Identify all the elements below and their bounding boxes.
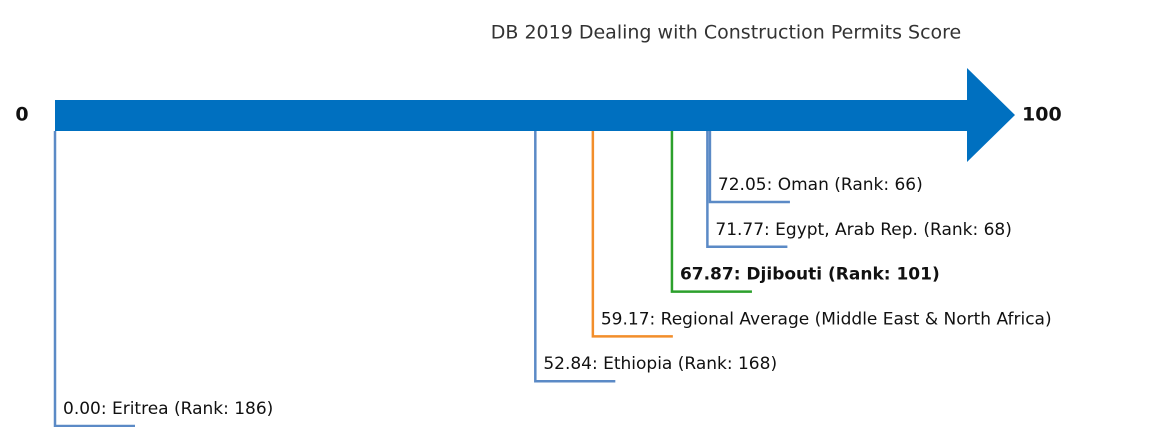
marker-line [708,131,790,204]
value-label: 0.00: Eritrea (Rank: 186) [63,399,273,419]
marker-line [534,131,616,383]
marker-line [706,131,788,249]
chart-title: DB 2019 Dealing with Construction Permit… [491,22,961,44]
x-tick-label: 100 [1022,104,1062,126]
marker-line [591,131,673,338]
x-tick-label: 0 [15,104,28,126]
value-label: 59.17: Regional Average (Middle East & N… [601,309,1052,329]
value-label: 67.87: Djibouti (Rank: 101) [680,265,940,285]
axis-arrow [55,68,1015,162]
value-label: 52.84: Ethiopia (Rank: 168) [543,354,777,374]
value-label: 71.77: Egypt, Arab Rep. (Rank: 68) [715,220,1012,240]
marker-line [670,131,752,293]
marker-line [53,131,135,427]
value-label: 72.05: Oman (Rank: 66) [718,175,923,195]
